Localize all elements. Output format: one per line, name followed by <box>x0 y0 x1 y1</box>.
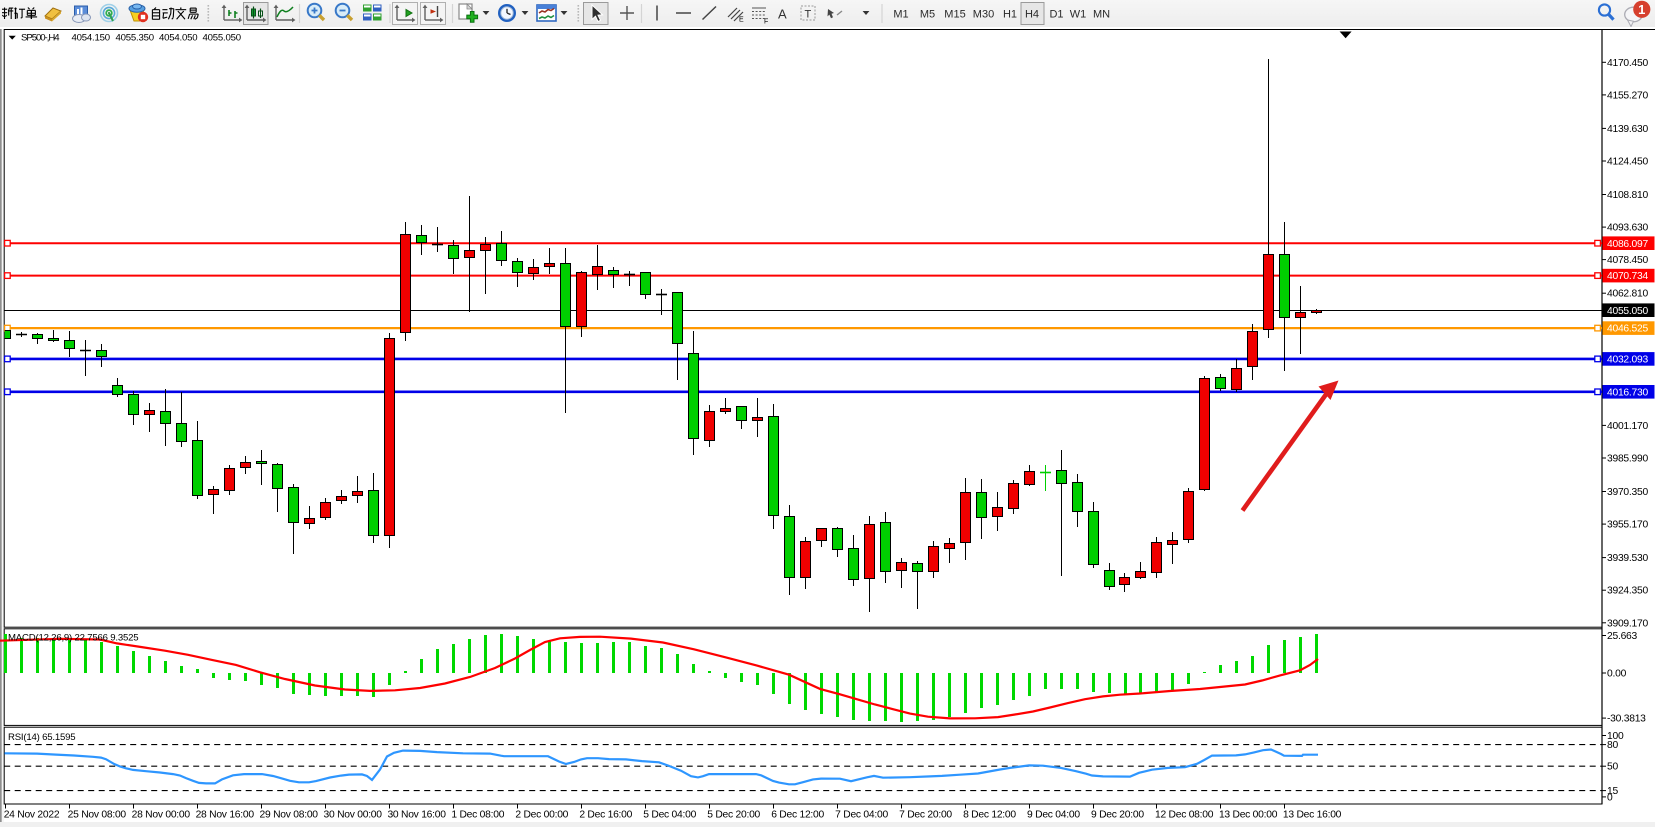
svg-text:13 Dec 00:00: 13 Dec 00:00 <box>1219 810 1278 821</box>
svg-text:4093.630: 4093.630 <box>1607 223 1648 234</box>
svg-text:4139.630: 4139.630 <box>1607 124 1648 135</box>
svg-text:4055.350: 4055.350 <box>116 32 154 43</box>
svg-text:30 Nov 00:00: 30 Nov 00:00 <box>324 810 383 821</box>
svg-text:M5: M5 <box>920 9 935 21</box>
svg-text:0: 0 <box>1607 792 1613 803</box>
svg-text:12 Dec 08:00: 12 Dec 08:00 <box>1155 810 1214 821</box>
svg-text:4078.450: 4078.450 <box>1607 255 1648 266</box>
svg-text:4170.450: 4170.450 <box>1607 58 1648 69</box>
svg-text:24 Nov 2022: 24 Nov 2022 <box>4 810 60 821</box>
svg-text:E: E <box>739 17 744 24</box>
svg-text:SP500-,H4: SP500-,H4 <box>21 32 60 43</box>
svg-text:2 Dec 00:00: 2 Dec 00:00 <box>515 810 568 821</box>
svg-text:MACD(12,26,9) 22.7566 9.3525: MACD(12,26,9) 22.7566 9.3525 <box>8 632 138 643</box>
svg-text:9 Dec 20:00: 9 Dec 20:00 <box>1091 810 1144 821</box>
svg-text:RSI(14) 65.1595: RSI(14) 65.1595 <box>8 732 75 743</box>
svg-text:25 Nov 08:00: 25 Nov 08:00 <box>68 810 127 821</box>
svg-text:15: 15 <box>1607 786 1618 797</box>
svg-text:4001.170: 4001.170 <box>1607 421 1648 432</box>
svg-text:4032.093: 4032.093 <box>1607 355 1648 366</box>
svg-text:0.00: 0.00 <box>1607 669 1627 680</box>
svg-text:5 Dec 04:00: 5 Dec 04:00 <box>643 810 696 821</box>
svg-text:F: F <box>764 19 768 26</box>
svg-text:8 Dec 12:00: 8 Dec 12:00 <box>963 810 1016 821</box>
svg-text:3909.170: 3909.170 <box>1607 618 1648 629</box>
svg-text:4124.450: 4124.450 <box>1607 157 1648 168</box>
svg-text:6 Dec 12:00: 6 Dec 12:00 <box>771 810 824 821</box>
svg-text:-30.3813: -30.3813 <box>1607 714 1646 725</box>
svg-text:H4: H4 <box>1025 9 1039 21</box>
svg-text:1 Dec 08:00: 1 Dec 08:00 <box>451 810 504 821</box>
svg-text:7 Dec 20:00: 7 Dec 20:00 <box>899 810 952 821</box>
svg-text:4055.050: 4055.050 <box>1607 306 1648 317</box>
svg-text:4016.730: 4016.730 <box>1607 387 1648 398</box>
svg-text:30 Nov 16:00: 30 Nov 16:00 <box>387 810 446 821</box>
svg-text:5 Dec 20:00: 5 Dec 20:00 <box>707 810 760 821</box>
svg-text:3985.990: 3985.990 <box>1607 454 1648 465</box>
svg-text:4070.734: 4070.734 <box>1607 271 1648 282</box>
svg-text:28 Nov 00:00: 28 Nov 00:00 <box>132 810 191 821</box>
svg-text:7 Dec 04:00: 7 Dec 04:00 <box>835 810 888 821</box>
svg-text:80: 80 <box>1607 740 1618 751</box>
svg-text:4055.050: 4055.050 <box>203 32 241 43</box>
svg-text:13 Dec 16:00: 13 Dec 16:00 <box>1283 810 1342 821</box>
svg-text:3924.350: 3924.350 <box>1607 586 1648 597</box>
svg-text:29 Nov 08:00: 29 Nov 08:00 <box>260 810 319 821</box>
svg-text:4108.810: 4108.810 <box>1607 190 1648 201</box>
svg-text:MN: MN <box>1093 9 1110 21</box>
svg-text:4054.050: 4054.050 <box>159 32 197 43</box>
svg-text:2 Dec 16:00: 2 Dec 16:00 <box>579 810 632 821</box>
svg-text:1: 1 <box>1638 2 1645 17</box>
svg-text:50: 50 <box>1607 762 1618 773</box>
svg-text:100: 100 <box>1607 731 1624 742</box>
svg-text:25.663: 25.663 <box>1607 631 1638 642</box>
svg-text:28 Nov 16:00: 28 Nov 16:00 <box>196 810 255 821</box>
svg-text:3970.350: 3970.350 <box>1607 487 1648 498</box>
svg-text:M1: M1 <box>893 9 908 21</box>
svg-text:9 Dec 04:00: 9 Dec 04:00 <box>1027 810 1080 821</box>
svg-text:A: A <box>778 7 787 22</box>
svg-text:4046.525: 4046.525 <box>1607 324 1648 335</box>
svg-text:4155.270: 4155.270 <box>1607 90 1648 101</box>
svg-text:4054.150: 4054.150 <box>72 32 110 43</box>
svg-text:T: T <box>805 9 812 21</box>
svg-text:D1: D1 <box>1049 9 1063 21</box>
svg-text:4086.097: 4086.097 <box>1607 239 1648 250</box>
svg-text:3939.530: 3939.530 <box>1607 553 1648 564</box>
svg-text:M30: M30 <box>973 9 994 21</box>
svg-text:M15: M15 <box>944 9 965 21</box>
svg-text:W1: W1 <box>1070 9 1087 21</box>
svg-text:H1: H1 <box>1003 9 1017 21</box>
svg-text:3955.170: 3955.170 <box>1607 520 1648 531</box>
svg-text:4062.810: 4062.810 <box>1607 289 1648 300</box>
